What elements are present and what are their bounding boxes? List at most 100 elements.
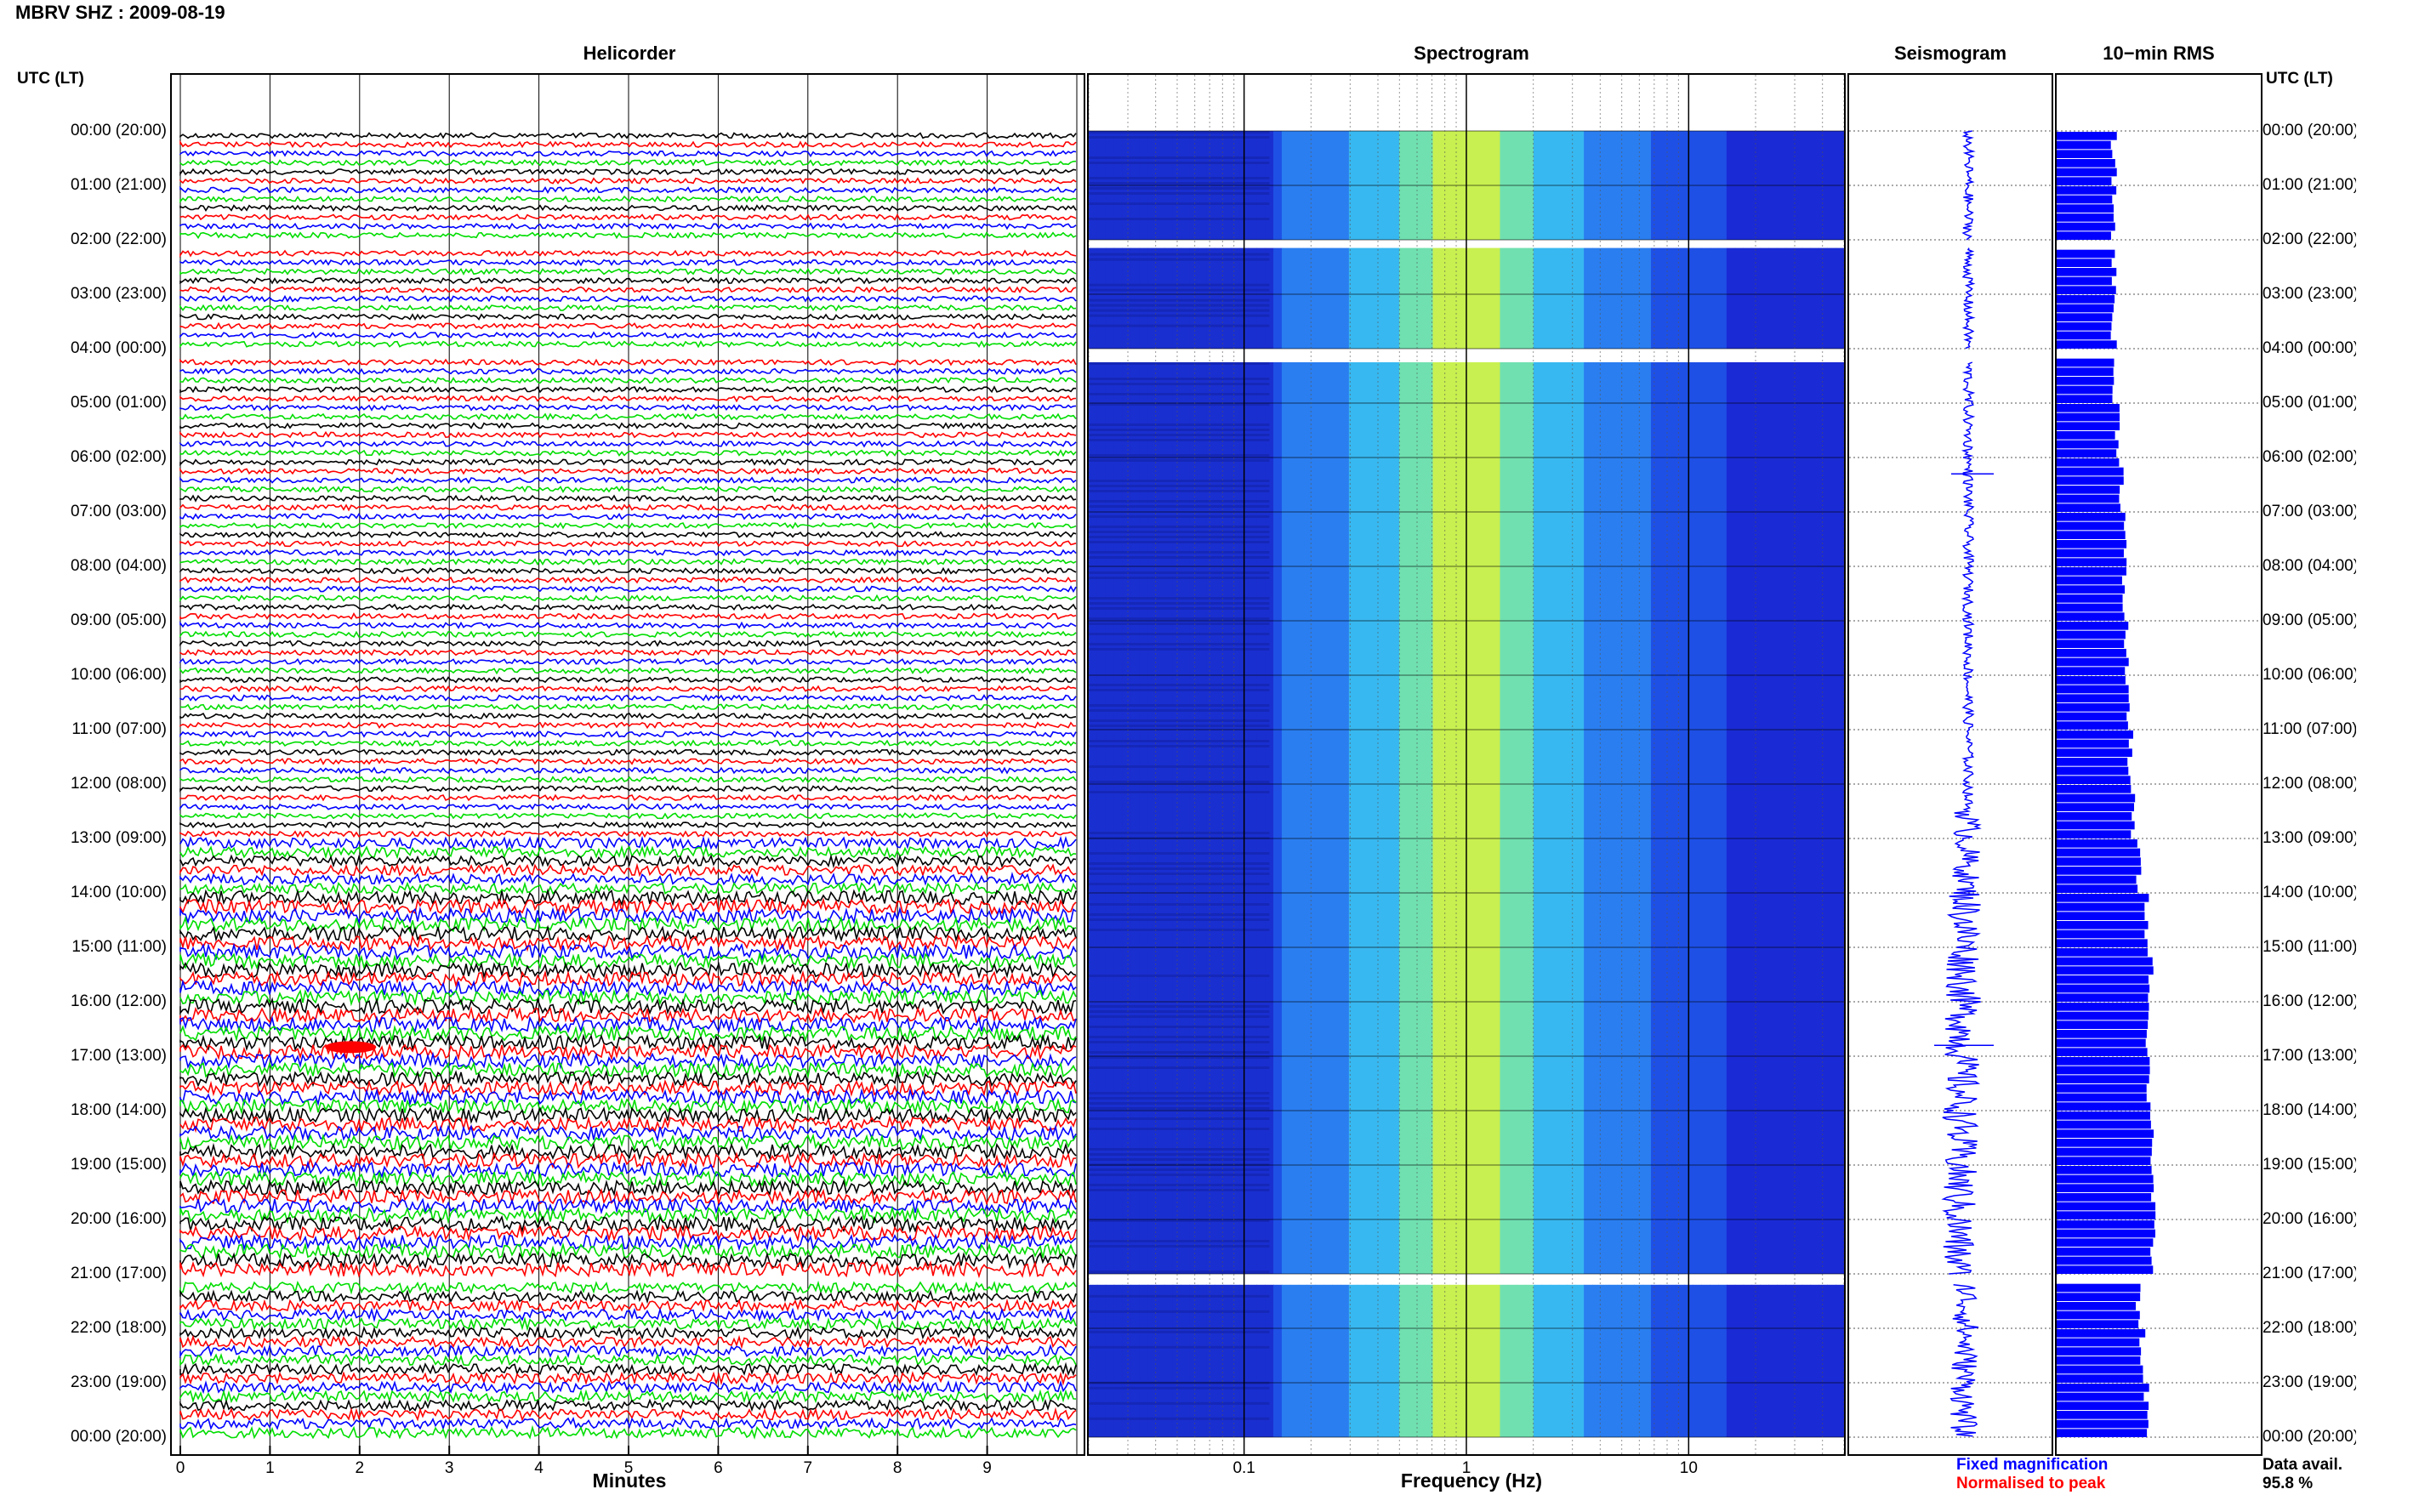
rms-bar [2057,1229,2155,1238]
spectrogram-cell [1399,362,1409,1274]
helicorder-trace [179,924,1077,943]
spectrogram-streak [1089,1107,1270,1110]
spectrogram-cell [1718,247,1727,349]
spectrogram-streak [1089,719,1270,722]
helicorder-trace [179,712,1077,720]
spectrogram-cell [1584,1284,1593,1437]
spectrogram-cell [1256,362,1266,1274]
spectrogram-cell [1298,1284,1308,1437]
spectrogram-cell [1365,1284,1375,1437]
spectrogram-streak [1089,136,1270,139]
spectrogram-cell [1198,247,1207,349]
spectrogram-cell [1541,1284,1551,1437]
time-label-left: 00:00 (20:00) [70,1428,167,1446]
spectrogram-cell [1693,247,1702,349]
spectrogram-streak [1089,324,1270,327]
rms-bar [2057,1265,2154,1274]
spectrogram-cell [1374,362,1383,1274]
time-label-right: 16:00 (12:00) [2262,992,2356,1010]
rms-bar [2057,1184,2154,1192]
spectrogram-cell [1458,362,1467,1274]
spectrogram-cell [1793,247,1803,349]
rms-bar [2057,494,2120,503]
spectrogram-cell [1567,1284,1576,1437]
rms-bar [2057,195,2113,204]
rms-bar [2057,549,2124,558]
helicorder-trace [179,1407,1077,1422]
helicorder-trace [179,539,1077,548]
helicorder-trace [179,1151,1077,1170]
time-label-left: 16:00 (12:00) [70,992,167,1010]
spectrogram-cell [1617,247,1627,349]
spectrogram-cell [1139,247,1148,349]
rms-bar [2057,358,2114,367]
spectrogram-streak [1089,852,1270,855]
rms-bar [2057,558,2127,566]
helicorder-trace [179,259,1077,267]
helicorder-trace [179,784,1077,793]
page-title: MBRV SHZ : 2009-08-19 [15,2,225,23]
spectrogram-cell [1676,362,1686,1274]
spectrogram-cell [1265,1284,1274,1437]
spectrogram-cell [1575,247,1585,349]
spectrogram-streak [1089,684,1270,686]
spectrogram-cell [1491,1284,1501,1437]
spectrogram-cell [1525,1284,1534,1437]
spectrogram-cell [1306,362,1316,1274]
rms-bar [2057,1256,2152,1265]
helicorder-trace [179,177,1077,185]
rms-bar [2057,739,2129,748]
helicorder-trace [179,1115,1077,1134]
time-label-left: 14:00 (10:00) [70,884,167,901]
helicorder-trace [179,776,1077,784]
spectrogram-cell [1726,1284,1736,1437]
helicorder-trace [179,1298,1077,1314]
spectrogram-streak [1089,1401,1270,1405]
rms-bar [2057,322,2112,331]
spectrogram-cell [1625,1284,1635,1437]
spectrogram-cell [1491,247,1501,349]
spectrogram-cell [1231,247,1241,349]
helicorder-trace [179,942,1077,961]
rms-bar [2057,830,2132,838]
spectrogram-cell [1089,247,1098,349]
spectrogram-cell [1575,362,1585,1274]
rms-bar [2057,404,2120,412]
spectrogram-cell [1575,1284,1585,1437]
spectrogram-streak [1089,1168,1270,1171]
data-avail-value: 95.8 % [2262,1475,2314,1492]
helicorder-trace [179,1316,1077,1332]
helicorder-trace [179,667,1077,675]
rms-bar [2057,685,2129,694]
spectrogram-cell [1281,362,1291,1274]
rms-bar [2057,622,2129,630]
rms-bar [2057,766,2129,776]
time-label-right: 21:00 (17:00) [2262,1265,2356,1282]
spectrogram-streak [1089,1128,1270,1130]
helicorder-trace [179,158,1077,167]
spectrogram-cell [1600,362,1610,1274]
spectrogram-cell [1651,247,1660,349]
helicorder-trace [179,739,1077,747]
spectrogram-streak [1089,480,1270,482]
seismogram-plot [1847,73,2053,1456]
rms-bar [2057,467,2124,476]
spectrogram-streak [1089,781,1270,783]
helicorder-trace [179,1242,1077,1260]
rms-bar [2057,676,2126,685]
utc-header-right: UTC (LT) [2266,70,2333,88]
spectrogram-streak [1089,362,1270,365]
rms-bar [2057,821,2135,830]
spectrogram-cell [1667,1284,1677,1437]
spectrogram-streak [1089,1097,1270,1100]
spectrogram-cell [1533,362,1543,1274]
helicorder-trace [179,249,1077,258]
spectrogram-streak [1089,1117,1270,1120]
spectrogram-cell [1105,362,1115,1274]
helicorder-trace [179,934,1077,952]
spectrogram-cell [1365,362,1375,1274]
spectrogram-cell [1743,1284,1753,1437]
spectrogram-streak [1089,929,1270,931]
spectrogram-cell [1801,1284,1812,1437]
helicorder-trace [179,952,1077,970]
